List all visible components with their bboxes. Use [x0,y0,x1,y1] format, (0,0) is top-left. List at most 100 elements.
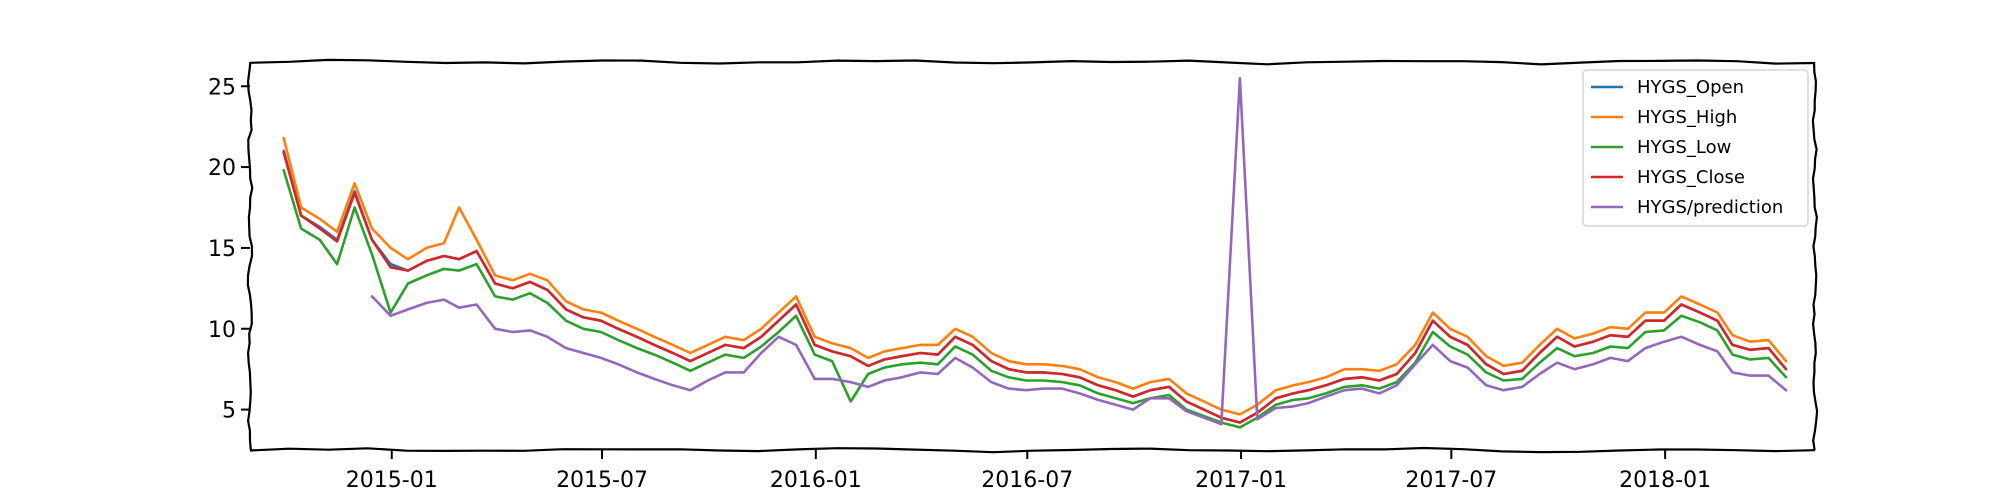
data-point [458,306,460,309]
data-point [389,314,392,317]
x-tick-label: 2016-01 [770,468,862,493]
data-point [458,206,460,209]
data-point [813,335,816,338]
data-point [443,255,445,257]
series-line-1 [282,136,1788,416]
data-point [990,352,993,354]
data-point [1292,392,1295,395]
data-point [371,238,373,241]
data-point [371,295,373,298]
data-point [849,400,852,403]
data-point [1025,379,1027,382]
data-point [1431,344,1434,346]
data-point [1061,381,1063,383]
data-point [653,344,656,346]
data-point [1592,363,1594,366]
data-point [936,344,939,346]
data-point [1292,384,1295,387]
data-point [1275,397,1277,400]
y-axis-ticks: 5 10 15 20 25 [208,75,250,424]
data-point [336,240,338,243]
data-point [1414,344,1417,346]
data-point [565,319,567,322]
data-point [1395,363,1398,366]
data-point [443,268,445,270]
data-point [1449,335,1452,338]
data-point [600,331,602,333]
data-point [1609,357,1612,359]
data-point [1449,345,1452,348]
data-point [1731,334,1734,337]
data-point [1168,394,1170,396]
data-point [760,352,763,354]
data-point [1114,403,1117,406]
data-point [458,269,460,272]
data-point [582,316,585,319]
data-point [971,344,974,346]
data-point [1485,355,1488,358]
data-point [724,344,727,346]
data-point [443,242,445,245]
data-point [1007,360,1010,362]
data-point [546,279,549,282]
x-tick-label: 2018-01 [1619,468,1711,493]
data-point [1078,368,1081,371]
data-point [407,308,409,311]
data-point [742,357,745,359]
data-point [1644,347,1647,349]
data-point [1275,403,1277,406]
data-point [1749,374,1751,377]
data-point [1538,352,1541,354]
data-point [600,319,602,322]
data-point [1325,395,1327,398]
data-point [636,371,638,374]
y-tick-label: 5 [222,399,236,424]
data-point [1466,353,1469,356]
data-point [1502,373,1505,375]
data-point [1292,399,1295,401]
data-point [636,347,638,349]
data-point [1325,376,1327,379]
data-point [672,352,674,354]
data-point [1220,423,1223,425]
data-point [1592,332,1594,335]
data-point [954,327,957,330]
data-point [795,344,797,346]
x-tick-label: 2017-07 [1405,468,1497,493]
data-point [1449,327,1452,330]
data-point [1731,371,1734,374]
data-point [1185,392,1188,395]
data-point [795,295,797,298]
data-point [494,295,496,298]
data-point [706,361,709,364]
data-point [475,238,478,241]
data-point [1042,363,1045,366]
data-point [1785,360,1787,362]
data-point [511,287,514,290]
data-point [936,373,939,375]
data-point [831,378,833,380]
data-point [1395,381,1398,383]
data-point [318,238,321,241]
data-point [282,169,285,172]
data-point [600,311,602,314]
data-point [617,319,620,322]
legend: HYGS_Open HYGS_High HYGS_Low HYGS_Close HYGS… [1582,69,1809,227]
data-point [336,230,338,233]
data-point [1025,363,1027,366]
series-line-3 [282,151,1788,424]
data-point [353,182,356,185]
data-point [1378,392,1381,395]
data-point [565,308,567,311]
data-point [1767,347,1770,349]
data-point [919,371,922,374]
frame-left [246,61,254,451]
data-point [900,347,903,349]
x-tick-label: 2017-01 [1195,468,1287,493]
data-point [795,303,797,306]
data-point [617,327,620,330]
data-point [617,339,620,341]
data-point [919,361,922,364]
data-point [389,266,392,269]
